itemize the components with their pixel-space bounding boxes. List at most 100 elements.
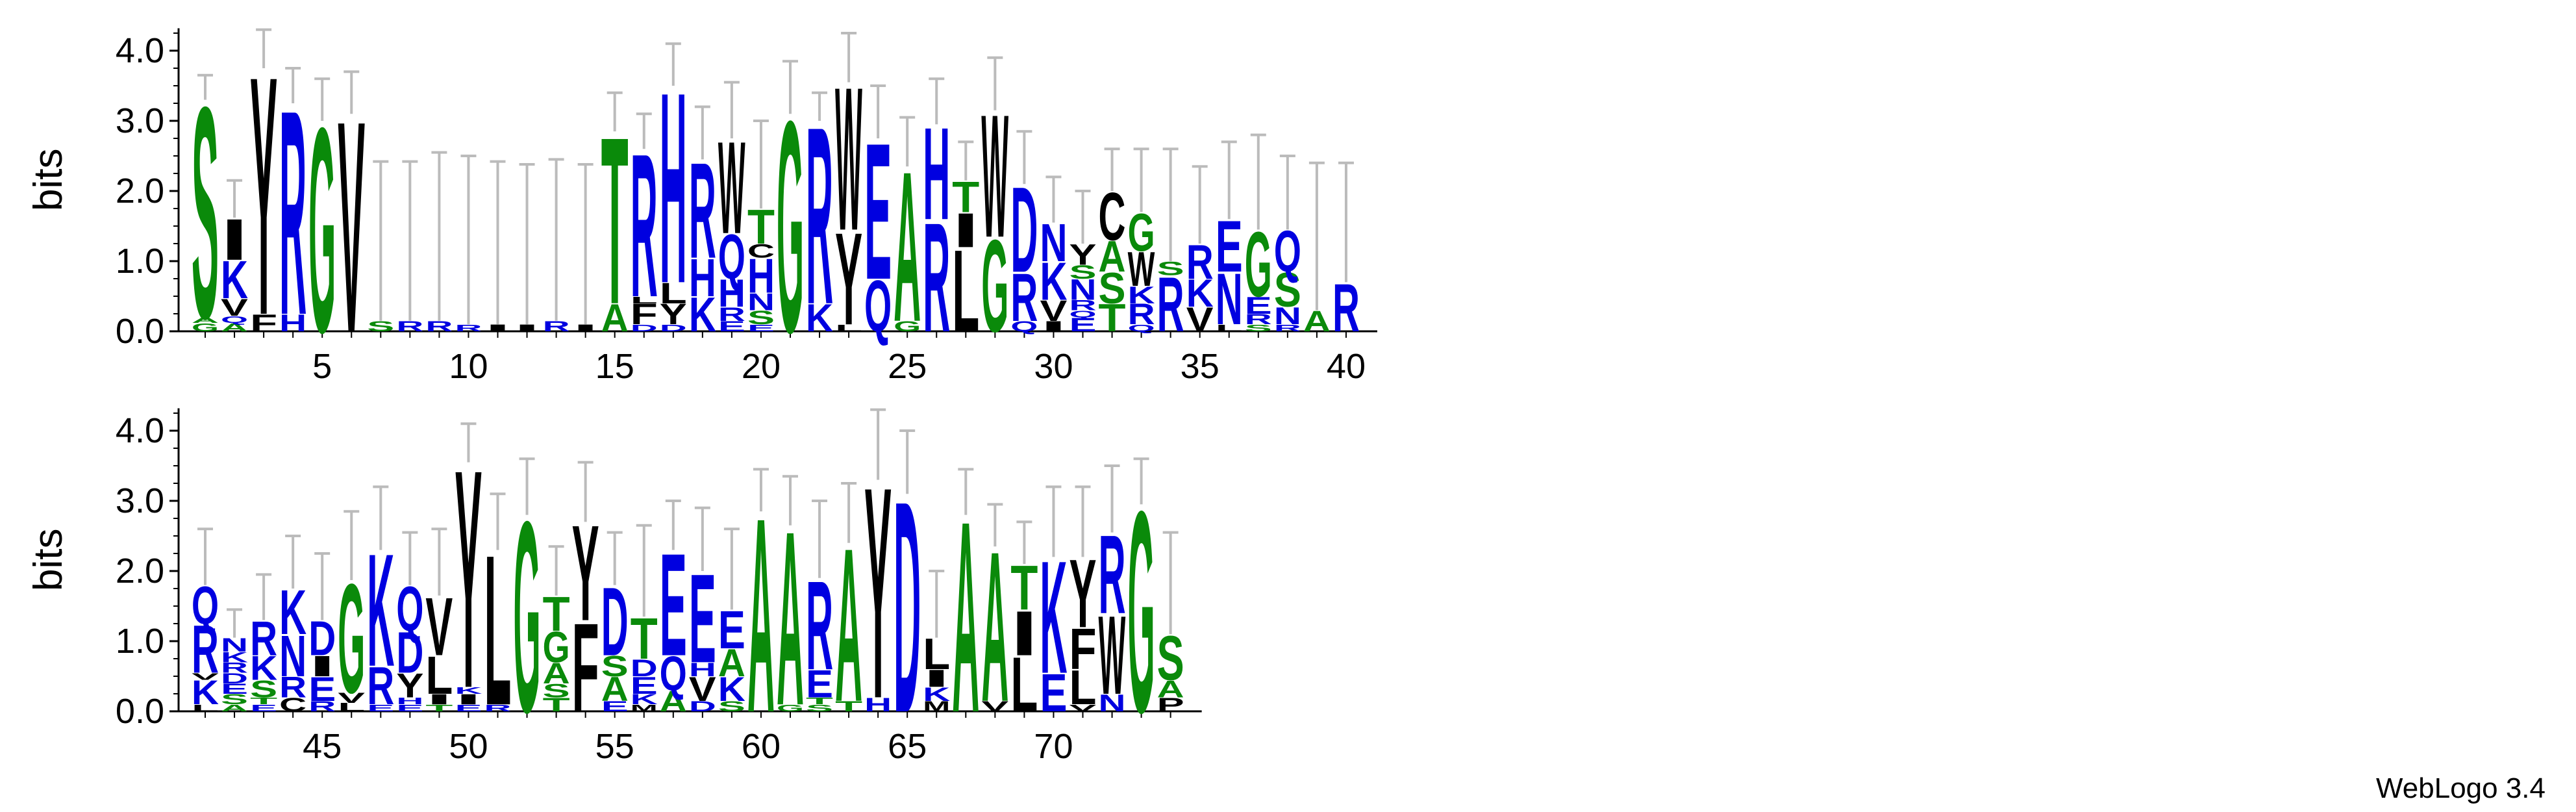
residue-R: R xyxy=(1128,298,1155,331)
residue-D: D xyxy=(1010,162,1038,298)
stack-position-4: HR xyxy=(279,49,306,375)
stack-position-52: G xyxy=(514,457,541,770)
x-tick-label: 15 xyxy=(595,347,634,386)
residue-L: L xyxy=(192,702,219,713)
residue-G: G xyxy=(1128,451,1155,772)
residue-Q: Q xyxy=(396,574,423,644)
residue-W: W xyxy=(1128,242,1155,297)
residue-L: L xyxy=(631,294,658,305)
error-bar xyxy=(929,570,945,638)
residue-K: K xyxy=(279,577,306,648)
residue-V: V xyxy=(1040,294,1068,327)
stack-position-73: G xyxy=(1128,451,1155,772)
error-bar xyxy=(197,73,213,100)
stack-position-26: RH xyxy=(923,77,950,365)
residue-A: A xyxy=(543,657,570,690)
error-bar xyxy=(987,56,1003,110)
error-bar xyxy=(636,112,652,149)
x-tick-label: 65 xyxy=(888,727,927,766)
residue-Y: Y xyxy=(572,497,599,649)
residue-T: T xyxy=(601,88,629,355)
residue-V: V xyxy=(1186,301,1214,339)
residue-Y: Y xyxy=(455,405,482,754)
residue-E: E xyxy=(747,323,775,334)
error-bar xyxy=(373,485,389,550)
error-bar xyxy=(870,84,886,138)
residue-A: A xyxy=(981,508,1008,747)
residue-Q: Q xyxy=(221,314,248,325)
residue-A: A xyxy=(952,464,979,769)
residue-E: E xyxy=(806,663,833,706)
error-bar xyxy=(665,42,681,86)
error-bar xyxy=(1045,485,1062,557)
residue-H: H xyxy=(864,694,892,716)
x-tick-label: 50 xyxy=(449,727,488,766)
residue-T: T xyxy=(952,173,979,222)
stack-position-51: RL xyxy=(484,492,512,750)
residue-S: S xyxy=(806,703,833,714)
residue-R: R xyxy=(425,318,453,335)
residue-I: I xyxy=(514,322,541,333)
residue-G: G xyxy=(981,213,1008,359)
error-bar xyxy=(870,408,886,480)
error-bar xyxy=(548,545,564,596)
residue-E: E xyxy=(221,681,248,697)
error-bar xyxy=(606,91,623,132)
error-bar xyxy=(577,461,594,522)
residue-N: N xyxy=(1274,303,1301,329)
y-axis-title: bits xyxy=(26,528,71,590)
residue-K: K xyxy=(1128,282,1155,309)
residue-E: E xyxy=(1245,292,1272,319)
residue-T: T xyxy=(747,200,775,254)
y-tick-label: 4.0 xyxy=(116,411,164,450)
stack-position-11: I xyxy=(484,160,511,333)
error-bar xyxy=(753,468,769,512)
residue-G: G xyxy=(777,58,804,396)
residue-K: K xyxy=(631,691,658,707)
residue-V: V xyxy=(425,581,453,673)
residue-W: W xyxy=(1099,592,1126,718)
residue-Y: Y xyxy=(660,298,687,331)
y-tick-label: 2.0 xyxy=(116,552,164,590)
residue-K: K xyxy=(689,288,716,342)
error-bar xyxy=(402,160,418,321)
residue-R: R xyxy=(631,111,658,340)
residue-R: R xyxy=(923,191,950,365)
residue-L: L xyxy=(338,701,365,714)
stack-position-1: GAS xyxy=(192,45,219,382)
stack-position-39: A xyxy=(1303,161,1331,338)
error-bar xyxy=(694,105,710,160)
error-bar xyxy=(519,457,535,515)
error-bar xyxy=(1338,161,1354,283)
error-bar xyxy=(1133,147,1149,212)
error-bar xyxy=(1250,133,1266,230)
residue-R: R xyxy=(308,698,336,715)
stack-position-40: R xyxy=(1332,161,1360,346)
error-bar xyxy=(606,531,623,585)
error-bar xyxy=(256,573,272,620)
error-bar xyxy=(519,162,535,325)
residue-F: F xyxy=(572,597,599,738)
residue-R: R xyxy=(1245,311,1272,327)
error-bar xyxy=(1075,485,1091,557)
residue-Q: Q xyxy=(718,222,745,292)
error-bar xyxy=(987,503,1003,547)
error-bar xyxy=(636,524,652,617)
residue-K: K xyxy=(1040,528,1067,708)
residue-E: E xyxy=(250,703,277,714)
error-bar xyxy=(490,492,506,550)
residue-V: V xyxy=(338,689,366,705)
residue-R: R xyxy=(396,318,423,335)
residue-I: I xyxy=(425,691,453,707)
residue-S: S xyxy=(543,680,570,702)
x-tick-label: 25 xyxy=(888,347,927,386)
